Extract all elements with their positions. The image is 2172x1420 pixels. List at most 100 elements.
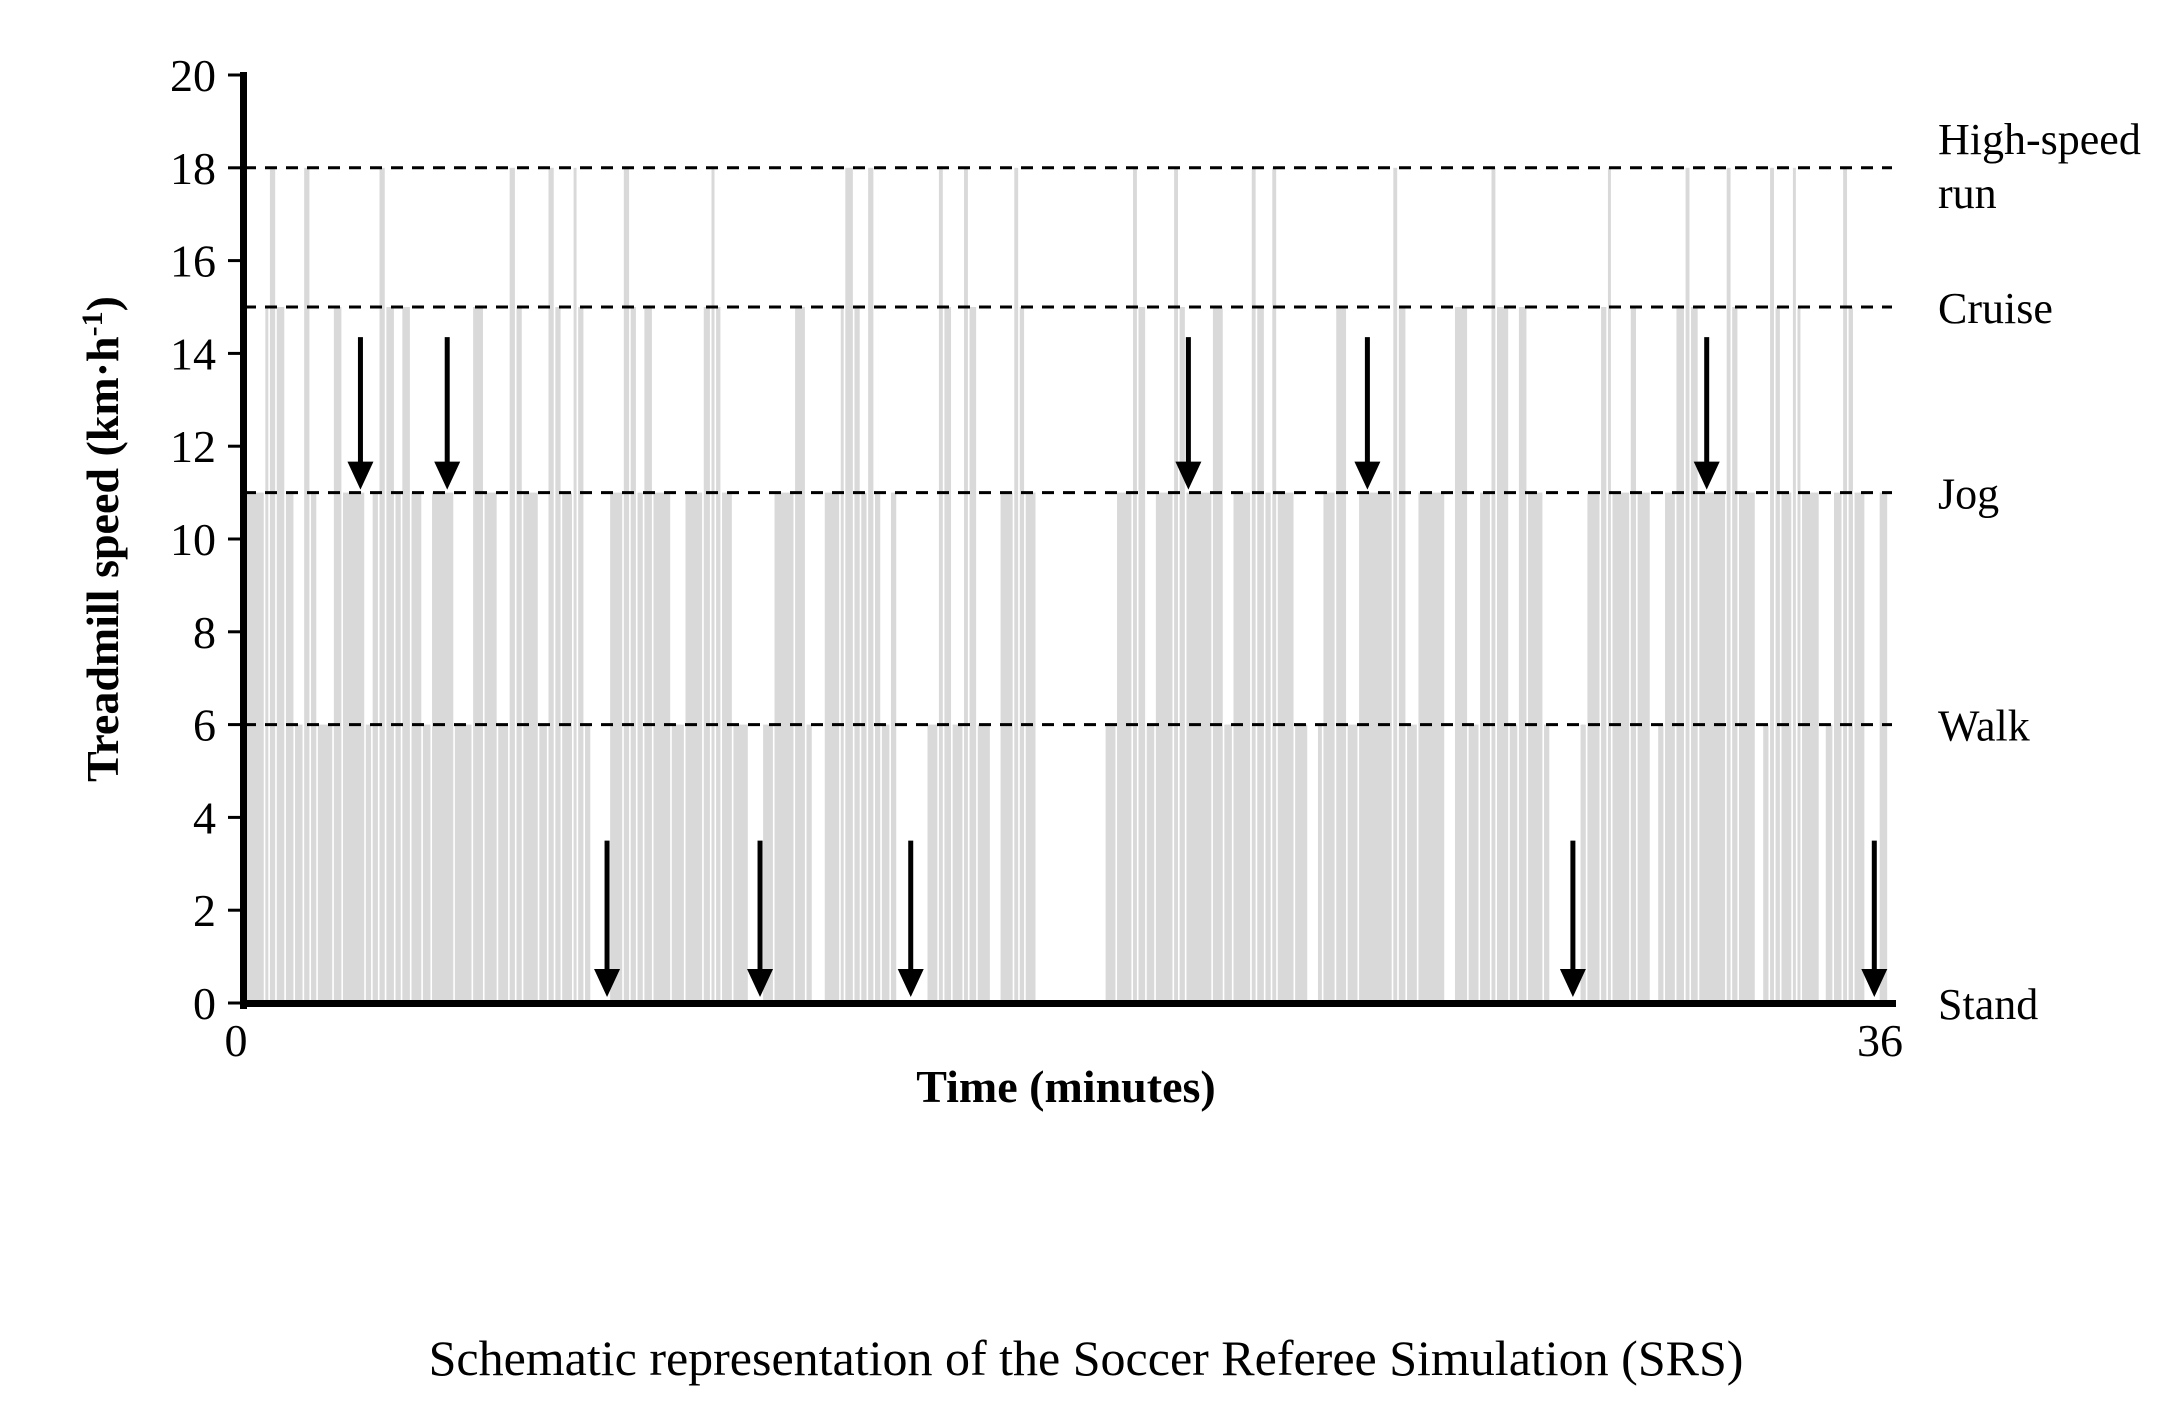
clip-arrow-head bbox=[1693, 461, 1720, 490]
speed-segment bbox=[1665, 492, 1675, 1007]
speed-segment bbox=[1155, 492, 1173, 1007]
speed-segment bbox=[333, 307, 342, 1006]
speed-segment bbox=[276, 307, 285, 1006]
figure-caption: Schematic representation of the Soccer R… bbox=[0, 1186, 2172, 1420]
speed-segment bbox=[509, 167, 515, 1007]
speed-segment bbox=[269, 167, 276, 1007]
speed-segment bbox=[1658, 724, 1664, 1006]
speed-segment bbox=[386, 307, 394, 1006]
speed-segment bbox=[1186, 492, 1212, 1007]
y-tick-label: 10 bbox=[170, 514, 216, 565]
zone-label: Walk bbox=[1938, 702, 2030, 751]
speed-segment bbox=[1019, 307, 1025, 1006]
speed-segment bbox=[1834, 492, 1842, 1007]
speed-segment bbox=[610, 492, 623, 1007]
speed-segment bbox=[630, 307, 636, 1006]
speed-segment bbox=[1272, 167, 1277, 1007]
speed-segment bbox=[1174, 167, 1178, 1007]
speed-segment bbox=[685, 492, 703, 1007]
speed-segment bbox=[644, 307, 652, 1006]
speed-segment bbox=[1601, 307, 1607, 1006]
clip-arrow-head bbox=[1175, 461, 1202, 490]
speed-segment bbox=[1699, 492, 1726, 1007]
y-tick-label: 20 bbox=[170, 50, 216, 101]
speed-segment bbox=[1792, 167, 1796, 1007]
speed-segment bbox=[890, 492, 897, 1007]
speed-segment bbox=[1802, 492, 1819, 1007]
speed-segment bbox=[1014, 167, 1019, 1007]
speed-segment bbox=[1133, 167, 1137, 1007]
speed-segment bbox=[977, 724, 990, 1006]
speed-segment bbox=[1739, 492, 1755, 1007]
speed-segment bbox=[585, 724, 591, 1006]
speed-segment bbox=[969, 307, 977, 1006]
speed-segment bbox=[1732, 307, 1738, 1006]
speed-segment bbox=[716, 307, 721, 1006]
speed-segment bbox=[1265, 492, 1271, 1007]
speed-segment bbox=[1257, 307, 1264, 1006]
speed-segment bbox=[1775, 307, 1780, 1006]
clip-arrow-head bbox=[434, 461, 461, 490]
speed-segment bbox=[432, 492, 454, 1007]
speed-segment bbox=[484, 492, 497, 1007]
speed-segment bbox=[763, 724, 773, 1006]
speed-segment bbox=[1336, 307, 1347, 1006]
speed-segment bbox=[1763, 724, 1769, 1006]
speed-segment bbox=[1393, 167, 1398, 1007]
zone-label: Stand bbox=[1938, 980, 2038, 1029]
speed-segment bbox=[875, 492, 881, 1007]
speed-segment bbox=[1607, 167, 1611, 1007]
y-tick-label: 8 bbox=[193, 607, 216, 658]
speed-segment bbox=[840, 307, 844, 1006]
speed-segment bbox=[1544, 724, 1550, 1006]
speed-segment bbox=[265, 307, 269, 1006]
speed-segment bbox=[653, 492, 671, 1007]
speed-segment bbox=[1025, 492, 1036, 1007]
speed-segment bbox=[311, 492, 317, 1007]
speed-segment bbox=[372, 492, 378, 1007]
clip-arrow-head bbox=[1354, 461, 1381, 490]
speed-segment bbox=[1587, 492, 1600, 1007]
speed-segment bbox=[722, 492, 732, 1007]
speed-segment bbox=[573, 167, 577, 1007]
caption-line-1: Schematic representation of the Soccer R… bbox=[428, 1330, 1744, 1386]
speed-segment bbox=[1580, 724, 1586, 1006]
speed-segment bbox=[1630, 307, 1637, 1006]
x-axis-line bbox=[240, 1000, 1896, 1007]
y-axis-line bbox=[240, 72, 247, 1009]
speed-segment bbox=[1518, 307, 1527, 1006]
y-tick-label: 4 bbox=[193, 792, 216, 843]
speed-segment bbox=[1468, 724, 1479, 1006]
speed-segment bbox=[1726, 167, 1731, 1007]
speed-segment bbox=[703, 307, 710, 1006]
x-tick-label: 36 bbox=[1857, 1015, 1903, 1066]
speed-segment bbox=[1317, 724, 1322, 1006]
speed-segment bbox=[938, 167, 943, 1007]
speed-segment bbox=[1781, 492, 1792, 1007]
speed-segment bbox=[1676, 307, 1684, 1006]
speed-segment bbox=[548, 167, 554, 1007]
clip-arrow-head bbox=[1559, 969, 1586, 997]
speed-segment bbox=[1277, 492, 1294, 1007]
speed-segment bbox=[562, 492, 572, 1007]
speed-segment bbox=[861, 492, 867, 1007]
y-tick-label: 12 bbox=[170, 421, 216, 472]
speed-segment bbox=[711, 167, 715, 1007]
speed-segment bbox=[824, 492, 840, 1007]
speed-segment bbox=[1770, 167, 1774, 1007]
speed-segment bbox=[1480, 492, 1490, 1007]
speed-segment bbox=[402, 307, 410, 1006]
speed-segment bbox=[1224, 724, 1232, 1006]
y-tick-label: 2 bbox=[193, 885, 216, 936]
srs-activity-chart: High-speed run Cruise Jog Walk Stand 0 2 4 6 8 10 12… bbox=[76, 50, 2141, 1112]
speed-segment bbox=[1854, 492, 1865, 1007]
zone-label: Jog bbox=[1938, 470, 1999, 519]
speed-segment bbox=[1825, 724, 1833, 1006]
speed-segment bbox=[1233, 492, 1251, 1007]
speed-segment bbox=[1691, 307, 1698, 1006]
speed-segment bbox=[795, 307, 805, 1006]
zone-label: High-speed bbox=[1938, 115, 2141, 164]
speed-segment bbox=[523, 492, 538, 1007]
speed-segment bbox=[1454, 307, 1468, 1006]
